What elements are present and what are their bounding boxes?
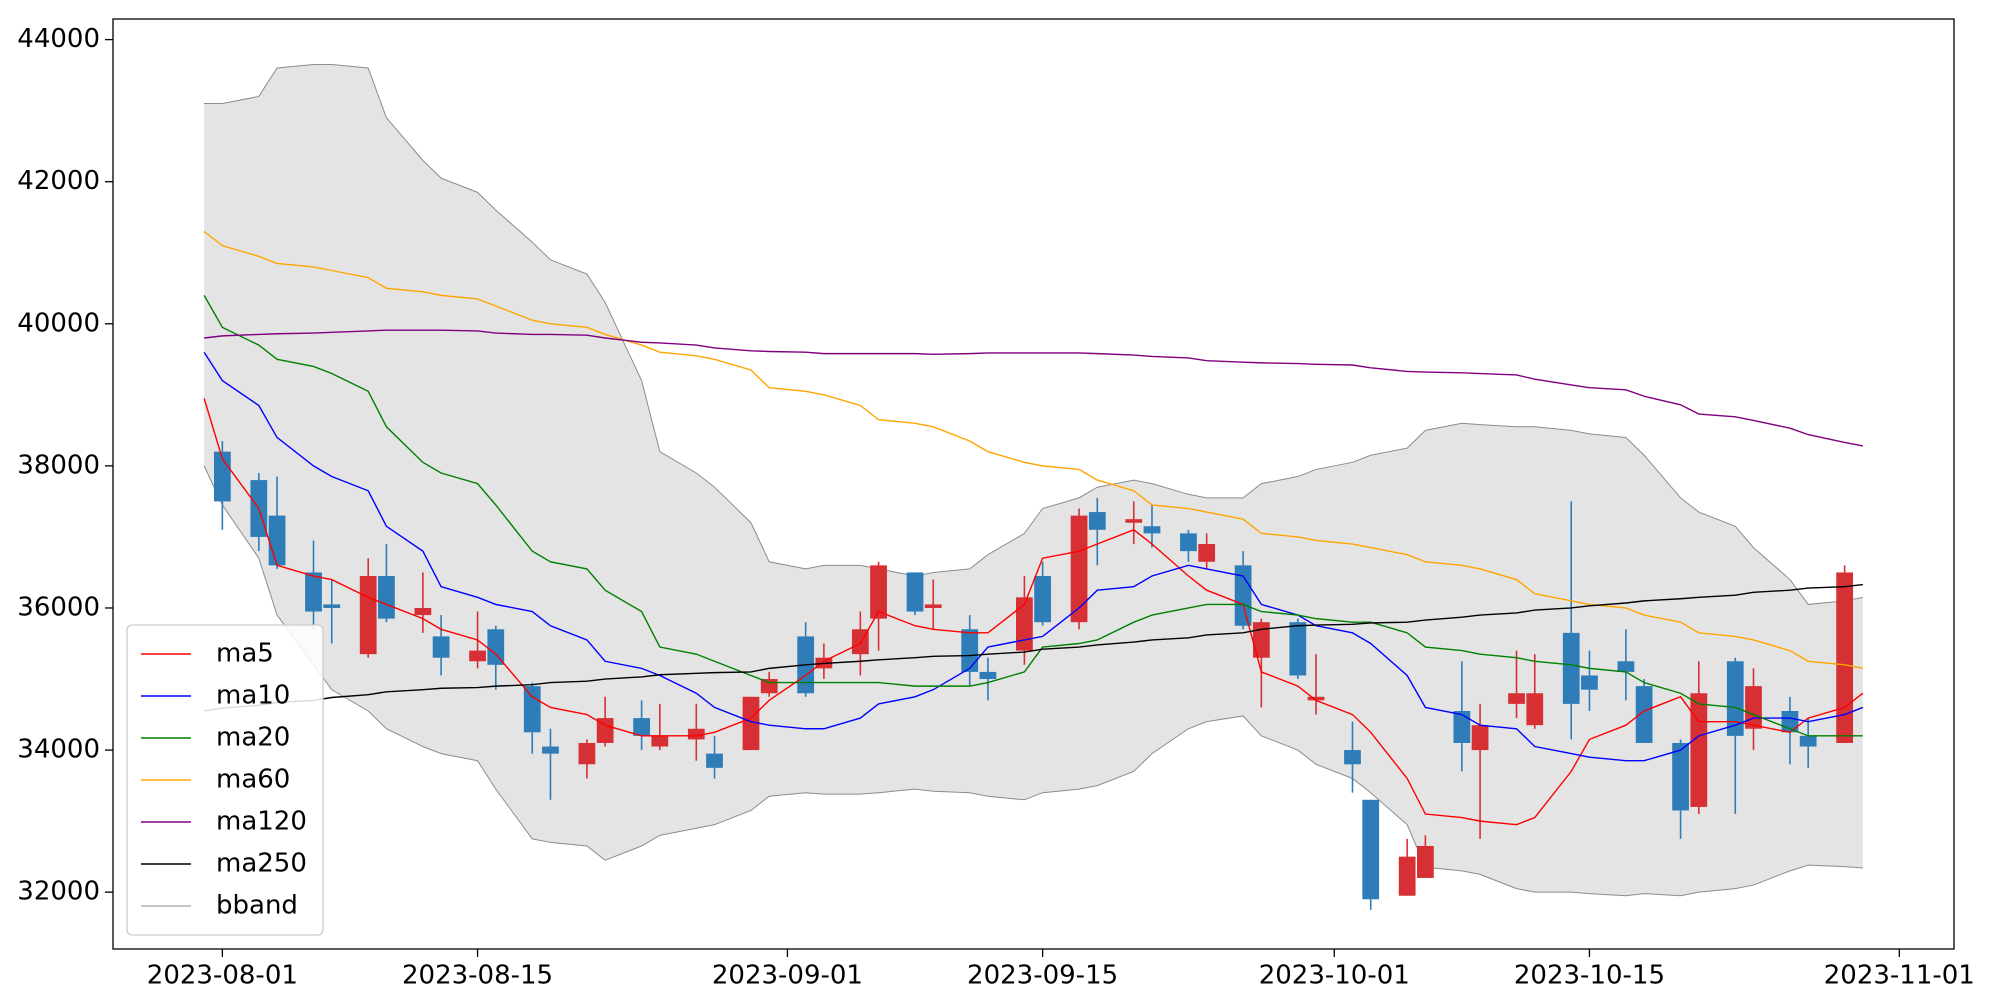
candle-body	[633, 718, 650, 736]
plot-area	[203, 63, 1864, 910]
candle-body	[1526, 693, 1544, 726]
candle-body	[268, 515, 286, 566]
x-tick-label: 2023-09-01	[712, 961, 863, 991]
band-upper	[204, 63, 1863, 605]
candle-body	[1453, 710, 1471, 743]
band-area	[204, 64, 1863, 896]
candle-body	[1398, 856, 1416, 896]
y-tick-label: 36000	[17, 592, 100, 622]
candle-body	[687, 728, 705, 740]
candle-body	[1690, 693, 1708, 807]
legend-label: ma250	[216, 849, 307, 879]
candle-body	[1362, 799, 1380, 900]
candle-body	[1471, 725, 1489, 751]
ma-line	[203, 230, 1863, 670]
y-tick-label: 42000	[17, 166, 100, 196]
x-tick-label: 2023-08-15	[402, 961, 553, 991]
ma-line	[204, 329, 1863, 447]
candle-body	[596, 718, 614, 743]
candle-body	[1836, 572, 1854, 743]
candle-body	[870, 565, 887, 619]
candle-body	[1180, 533, 1197, 552]
candle-body	[742, 696, 760, 751]
y-tick-label: 34000	[17, 735, 100, 765]
candle-body	[1745, 686, 1762, 729]
y-tick-label: 38000	[17, 450, 100, 480]
candle-body	[706, 753, 723, 768]
candle-body	[1508, 693, 1525, 704]
legend-label: ma5	[216, 639, 274, 669]
candle-body	[1581, 675, 1598, 690]
candle-body	[1289, 622, 1307, 676]
legend: ma5 ma10 ma20 ma60 ma120 ma250 bband	[126, 624, 324, 936]
candle-body	[1344, 750, 1361, 765]
candle-body	[469, 650, 486, 662]
candle-body	[432, 636, 450, 658]
legend-label: ma60	[216, 765, 290, 795]
candle-body	[1088, 512, 1106, 530]
candle-body	[1562, 632, 1580, 704]
x-tick-label: 2023-10-01	[1259, 961, 1410, 991]
candle-body	[924, 604, 942, 608]
ma-line	[203, 295, 1863, 737]
ma-line	[204, 583, 1863, 712]
legend-label: ma10	[216, 681, 290, 711]
candle-body	[961, 629, 979, 672]
candle-body	[1252, 622, 1270, 658]
candle-body	[1635, 686, 1653, 743]
legend-label: bband	[216, 891, 298, 921]
candle-body	[1417, 845, 1434, 878]
candle-body	[378, 576, 395, 619]
candle-body	[414, 607, 432, 616]
candle-body	[1143, 526, 1161, 534]
candle-body	[523, 686, 541, 733]
candle-body	[1799, 735, 1817, 747]
x-tick-label: 2023-11-01	[1824, 961, 1975, 991]
y-tick-label: 44000	[17, 24, 100, 54]
candle-body	[1307, 696, 1325, 701]
x-tick-label: 2023-08-01	[147, 961, 298, 991]
candle-body	[1234, 565, 1252, 626]
band-lower	[203, 465, 1863, 897]
candle-body	[1198, 544, 1216, 562]
candle-body	[979, 671, 997, 680]
y-tick-label: 40000	[17, 308, 100, 338]
candle-body	[542, 746, 559, 754]
candle-body	[578, 742, 596, 765]
x-tick-label: 2023-09-15	[967, 961, 1118, 991]
candle-body	[1617, 661, 1635, 672]
candle-body	[1016, 597, 1033, 651]
candle-body	[1125, 519, 1143, 523]
candle-body	[487, 629, 505, 665]
candle-body	[1034, 576, 1051, 623]
candle-body	[305, 572, 322, 612]
candle-body	[1070, 515, 1088, 623]
candle-body	[323, 604, 341, 608]
candle-body	[1672, 742, 1689, 811]
candle-body	[1726, 661, 1744, 736]
candle-body	[760, 679, 778, 694]
candle-body	[359, 576, 377, 655]
candle-body	[906, 572, 924, 612]
ma-line	[203, 351, 1864, 762]
x-tick-label: 2023-10-15	[1514, 961, 1665, 991]
y-tick-label: 32000	[17, 877, 100, 907]
legend-label: ma120	[216, 807, 307, 837]
plot-frame	[112, 18, 1955, 950]
ma-line	[203, 398, 1864, 826]
legend-box	[126, 624, 324, 936]
legend-label: ma20	[216, 723, 290, 753]
candle-body	[651, 735, 669, 747]
